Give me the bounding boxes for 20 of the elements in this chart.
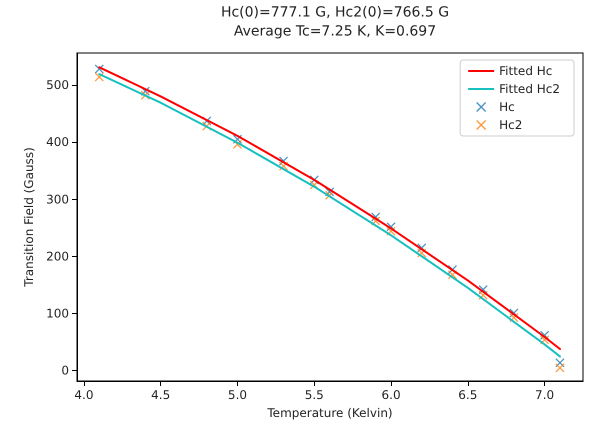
x-tick-label: 6.5 bbox=[458, 388, 478, 402]
y-axis-title: Transition Field (Gauss) bbox=[22, 147, 36, 288]
legend-label: Fitted Hc bbox=[499, 64, 552, 78]
y-tick-label: 200 bbox=[46, 249, 69, 264]
y-tick-label: 0 bbox=[61, 364, 69, 378]
x-tick-label: 5.0 bbox=[228, 388, 248, 402]
legend-label: Hc2 bbox=[499, 118, 522, 132]
x-tick-label: 6.0 bbox=[381, 388, 401, 402]
y-tick-label: 400 bbox=[46, 135, 69, 150]
x-tick-label: 4.5 bbox=[151, 388, 170, 402]
x-tick-label: 4.0 bbox=[74, 388, 94, 402]
legend-label: Hc bbox=[499, 100, 515, 114]
y-tick-label: 500 bbox=[46, 78, 69, 92]
legend-label: Fitted Hc2 bbox=[499, 82, 560, 96]
chart-title: Hc(0)=777.1 G, Hc2(0)=766.5 G Average Tc=7.25 K, K=0.697 bbox=[220, 4, 450, 40]
y-tick-label: 300 bbox=[46, 192, 69, 206]
x-tick-label: 5.5 bbox=[304, 388, 324, 402]
x-tick-label: 7.0 bbox=[535, 388, 554, 402]
y-tick-label: 100 bbox=[46, 306, 69, 321]
x-axis-title: Temperature (Kelvin) bbox=[266, 406, 393, 420]
